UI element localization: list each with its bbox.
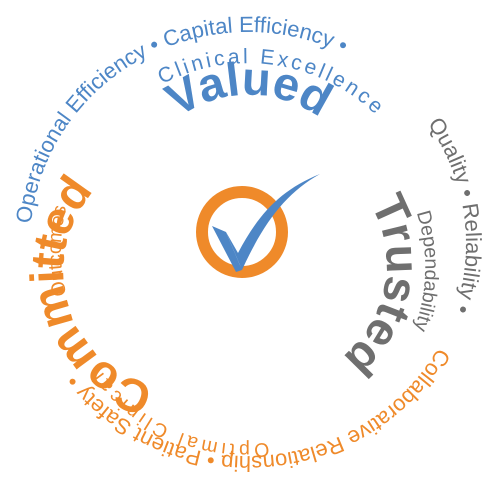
checkmark-ring	[196, 186, 288, 278]
committed-word-path: Committed	[20, 166, 158, 427]
checkmark-tick	[226, 174, 320, 270]
committed-word: Committed	[20, 166, 158, 427]
checkmark-in-circle-icon	[196, 174, 320, 278]
checkmark-stem	[212, 226, 242, 272]
